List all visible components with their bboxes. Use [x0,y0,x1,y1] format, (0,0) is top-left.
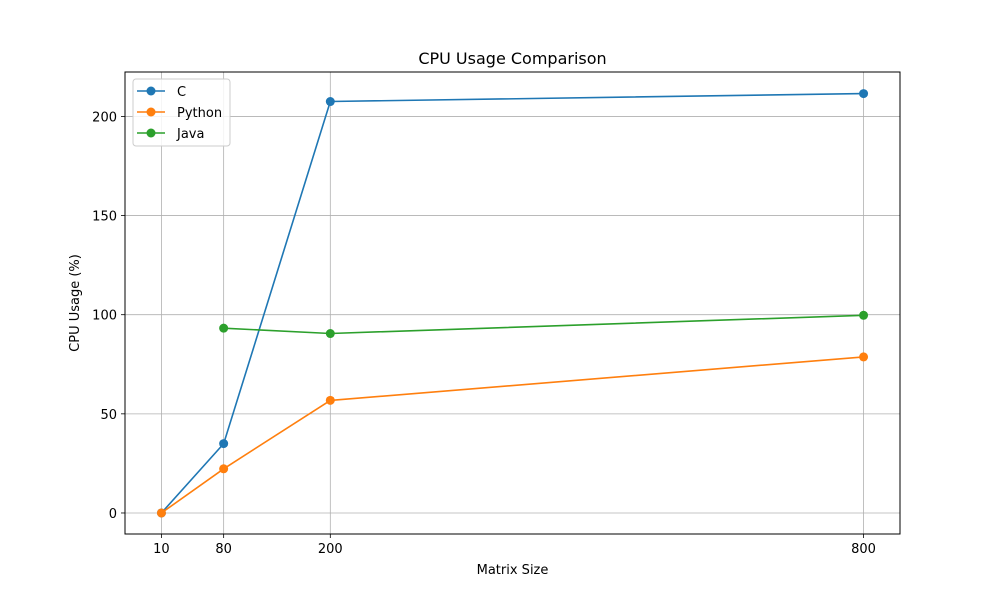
y-axis-label: CPU Usage (%) [68,254,83,352]
data-point-c [859,89,869,99]
x-tick-label: 80 [215,542,232,557]
x-tick-label: 800 [851,542,876,557]
legend-marker [146,128,156,138]
legend-marker [146,107,156,117]
legend-box [132,78,231,147]
data-point-java [219,323,229,333]
data-point-c [219,439,229,449]
y-tick-label: 100 [92,309,117,324]
grid-lines [125,72,900,534]
legend-marker [146,86,156,96]
axis-ticks: 10 80 200 800 0 50 100 150 200 [92,110,876,557]
x-tick-label: 10 [153,542,170,557]
series-line-python [160,356,864,514]
data-point-python [156,508,166,518]
y-tick-label: 200 [92,110,117,125]
data-point-python [219,464,229,474]
data-point-c [325,97,335,107]
data-point-python [325,395,335,405]
y-tick-label: 0 [109,507,117,522]
series-line-c [160,92,864,514]
legend-label: C [177,85,186,100]
data-point-java [325,329,335,339]
data-point-python [859,352,869,362]
x-axis-label: Matrix Size [477,563,549,578]
plot-area [124,71,901,535]
legend-label: Java [176,127,204,142]
y-tick-label: 50 [100,408,117,423]
legend: C Python Java [132,78,231,147]
chart-title: CPU Usage Comparison [418,49,606,68]
x-tick-label: 200 [318,542,343,557]
legend-label: Python [177,106,222,121]
series-lines [156,89,869,518]
y-tick-label: 150 [92,210,117,225]
data-point-java [859,310,869,320]
